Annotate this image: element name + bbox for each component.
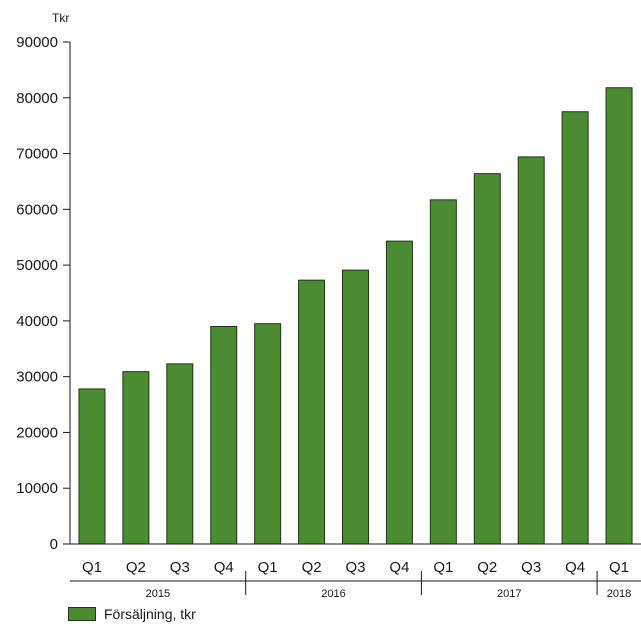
bar bbox=[210, 325, 238, 545]
bar bbox=[78, 388, 106, 545]
y-tick-label: 30000 bbox=[16, 369, 58, 386]
legend-label: Försäljning, tkr bbox=[104, 606, 196, 622]
y-tick-label: 50000 bbox=[16, 257, 58, 274]
x-tick-label: Q2 bbox=[126, 559, 146, 576]
x-tick-label: Q4 bbox=[214, 559, 234, 576]
bar bbox=[342, 269, 369, 545]
bar bbox=[122, 371, 150, 545]
y-tick-label: 80000 bbox=[16, 90, 58, 107]
x-tick-label: Q4 bbox=[389, 559, 409, 576]
y-tick-label: 60000 bbox=[16, 201, 58, 218]
y-tick-label: 40000 bbox=[16, 313, 58, 330]
legend-swatch bbox=[68, 607, 96, 621]
x-tick-label: Q1 bbox=[609, 559, 629, 576]
x-tick-label: Q4 bbox=[565, 559, 585, 576]
legend: Försäljning, tkr bbox=[68, 606, 196, 622]
y-tick-label: 90000 bbox=[16, 34, 58, 51]
bar bbox=[561, 111, 589, 545]
group-label: 2016 bbox=[321, 588, 345, 600]
y-tick-label: 0 bbox=[50, 536, 58, 553]
x-tick-label: Q3 bbox=[521, 559, 541, 576]
bar bbox=[298, 279, 326, 545]
group-label: 2017 bbox=[497, 588, 521, 600]
bar bbox=[473, 173, 501, 545]
x-tick-label: Q1 bbox=[433, 559, 453, 576]
y-axis-unit-label: Tkr bbox=[52, 11, 69, 25]
group-label: 2018 bbox=[607, 588, 631, 600]
x-axis: Q1 Q2 Q3 Q4 Q1 Q2 Q3 Q4 Q1 Q2 Q3 Q4 Q1 2015 2016 2017 20… bbox=[70, 543, 641, 600]
y-axis: 0 10000 20000 30000 40000 50000 60000 70000 8000… bbox=[16, 34, 71, 553]
x-tick-label: Q2 bbox=[302, 559, 322, 576]
x-tick-label: Q2 bbox=[477, 559, 497, 576]
bar bbox=[166, 363, 194, 545]
y-tick-label: 10000 bbox=[16, 480, 58, 497]
group-label: 2015 bbox=[146, 588, 170, 600]
x-tick-label: Q3 bbox=[170, 559, 190, 576]
x-tick-label: Q3 bbox=[345, 559, 365, 576]
bar bbox=[429, 199, 457, 545]
y-tick-label: 70000 bbox=[16, 146, 58, 163]
bar bbox=[517, 156, 545, 545]
bar bbox=[605, 87, 633, 545]
x-tick-label: Q1 bbox=[258, 559, 278, 576]
bar bbox=[254, 323, 282, 545]
bars-group bbox=[78, 87, 633, 545]
x-tick-label: Q1 bbox=[82, 559, 102, 576]
bar bbox=[385, 240, 413, 545]
y-tick-label: 20000 bbox=[16, 424, 58, 441]
